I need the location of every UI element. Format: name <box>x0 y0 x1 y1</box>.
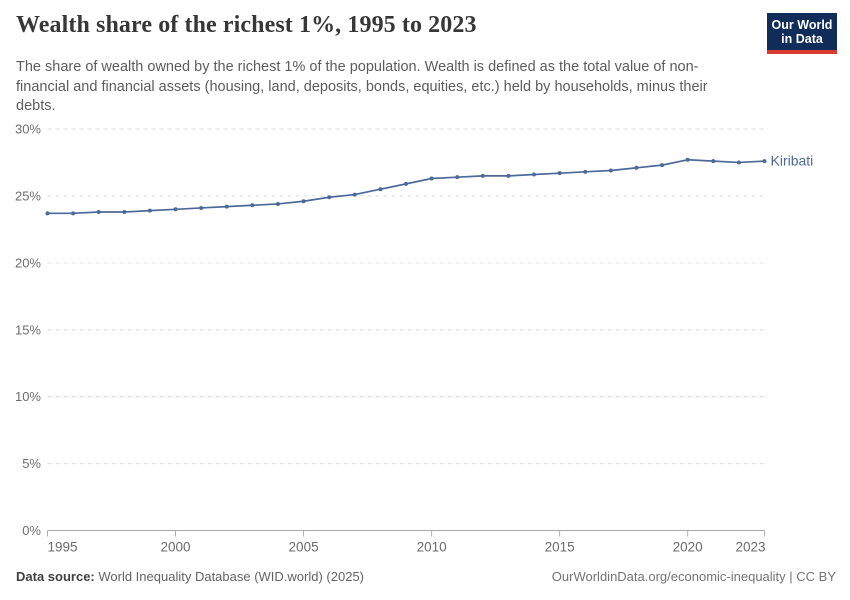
data-point[interactable] <box>96 209 101 214</box>
data-source-note: Data source: World Inequality Database (… <box>16 569 364 584</box>
series-label[interactable]: Kiribati <box>771 153 814 169</box>
data-source-label: Data source: <box>16 569 95 584</box>
y-tick-label: 25% <box>15 188 41 203</box>
y-tick-label: 15% <box>15 322 41 337</box>
x-tick-label: 2000 <box>161 540 191 555</box>
owid-logo-line2: in Data <box>781 32 823 46</box>
footer-citation-link[interactable]: OurWorldinData.org/economic-inequality |… <box>551 569 836 584</box>
data-point[interactable] <box>634 165 639 170</box>
series-line[interactable] <box>46 158 766 215</box>
owid-logo[interactable]: Our World in Data <box>767 13 837 54</box>
data-source-text: World Inequality Database (WID.world) (2… <box>94 569 365 584</box>
x-tick-label: 2010 <box>417 540 447 555</box>
data-point[interactable] <box>429 176 434 181</box>
data-point[interactable] <box>122 209 127 214</box>
data-point[interactable] <box>762 159 767 164</box>
y-tick-label: 5% <box>22 456 41 471</box>
x-tick-label: 2020 <box>673 540 703 555</box>
data-point[interactable] <box>608 168 613 173</box>
data-point[interactable] <box>378 187 383 192</box>
data-point[interactable] <box>660 163 665 168</box>
data-point[interactable] <box>532 172 537 177</box>
data-point[interactable] <box>711 159 716 164</box>
chart-footer: Data source: World Inequality Database (… <box>16 569 836 584</box>
data-point[interactable] <box>583 169 588 174</box>
y-tick-label: 0% <box>22 523 41 538</box>
data-point[interactable] <box>736 160 741 165</box>
line-chart[interactable]: 0% 5% 10% 15% 20% 25% 30% 1995 2000 2005 2010 2015 2… <box>0 115 850 575</box>
data-point[interactable] <box>275 201 280 206</box>
data-point[interactable] <box>557 171 562 176</box>
chart-subtitle: The share of wealth owned by the richest… <box>16 59 708 114</box>
data-point[interactable] <box>352 192 357 197</box>
y-tick-label: 20% <box>15 255 41 270</box>
y-tick-label: 10% <box>15 389 41 404</box>
data-point[interactable] <box>147 208 152 213</box>
data-point[interactable] <box>71 211 76 216</box>
data-point[interactable] <box>404 181 408 186</box>
x-tick-label: 2023 <box>735 540 765 555</box>
data-point[interactable] <box>455 175 460 180</box>
data-point[interactable] <box>301 199 306 204</box>
x-tick-label: 1995 <box>48 540 78 555</box>
y-tick-label: 30% <box>15 122 41 137</box>
data-point[interactable] <box>173 207 178 212</box>
x-tick-label: 2015 <box>545 540 575 555</box>
data-point[interactable] <box>224 204 229 209</box>
x-tick-label: 2005 <box>289 540 319 555</box>
owid-logo-line1: Our World <box>771 18 833 32</box>
data-point[interactable] <box>45 211 50 216</box>
chart-title: Wealth share of the richest 1%, 1995 to … <box>16 12 477 38</box>
data-point[interactable] <box>327 195 332 200</box>
data-point[interactable] <box>199 205 204 210</box>
data-point[interactable] <box>506 173 511 178</box>
data-point[interactable] <box>685 157 690 162</box>
data-point[interactable] <box>250 203 255 208</box>
data-point[interactable] <box>480 173 485 178</box>
